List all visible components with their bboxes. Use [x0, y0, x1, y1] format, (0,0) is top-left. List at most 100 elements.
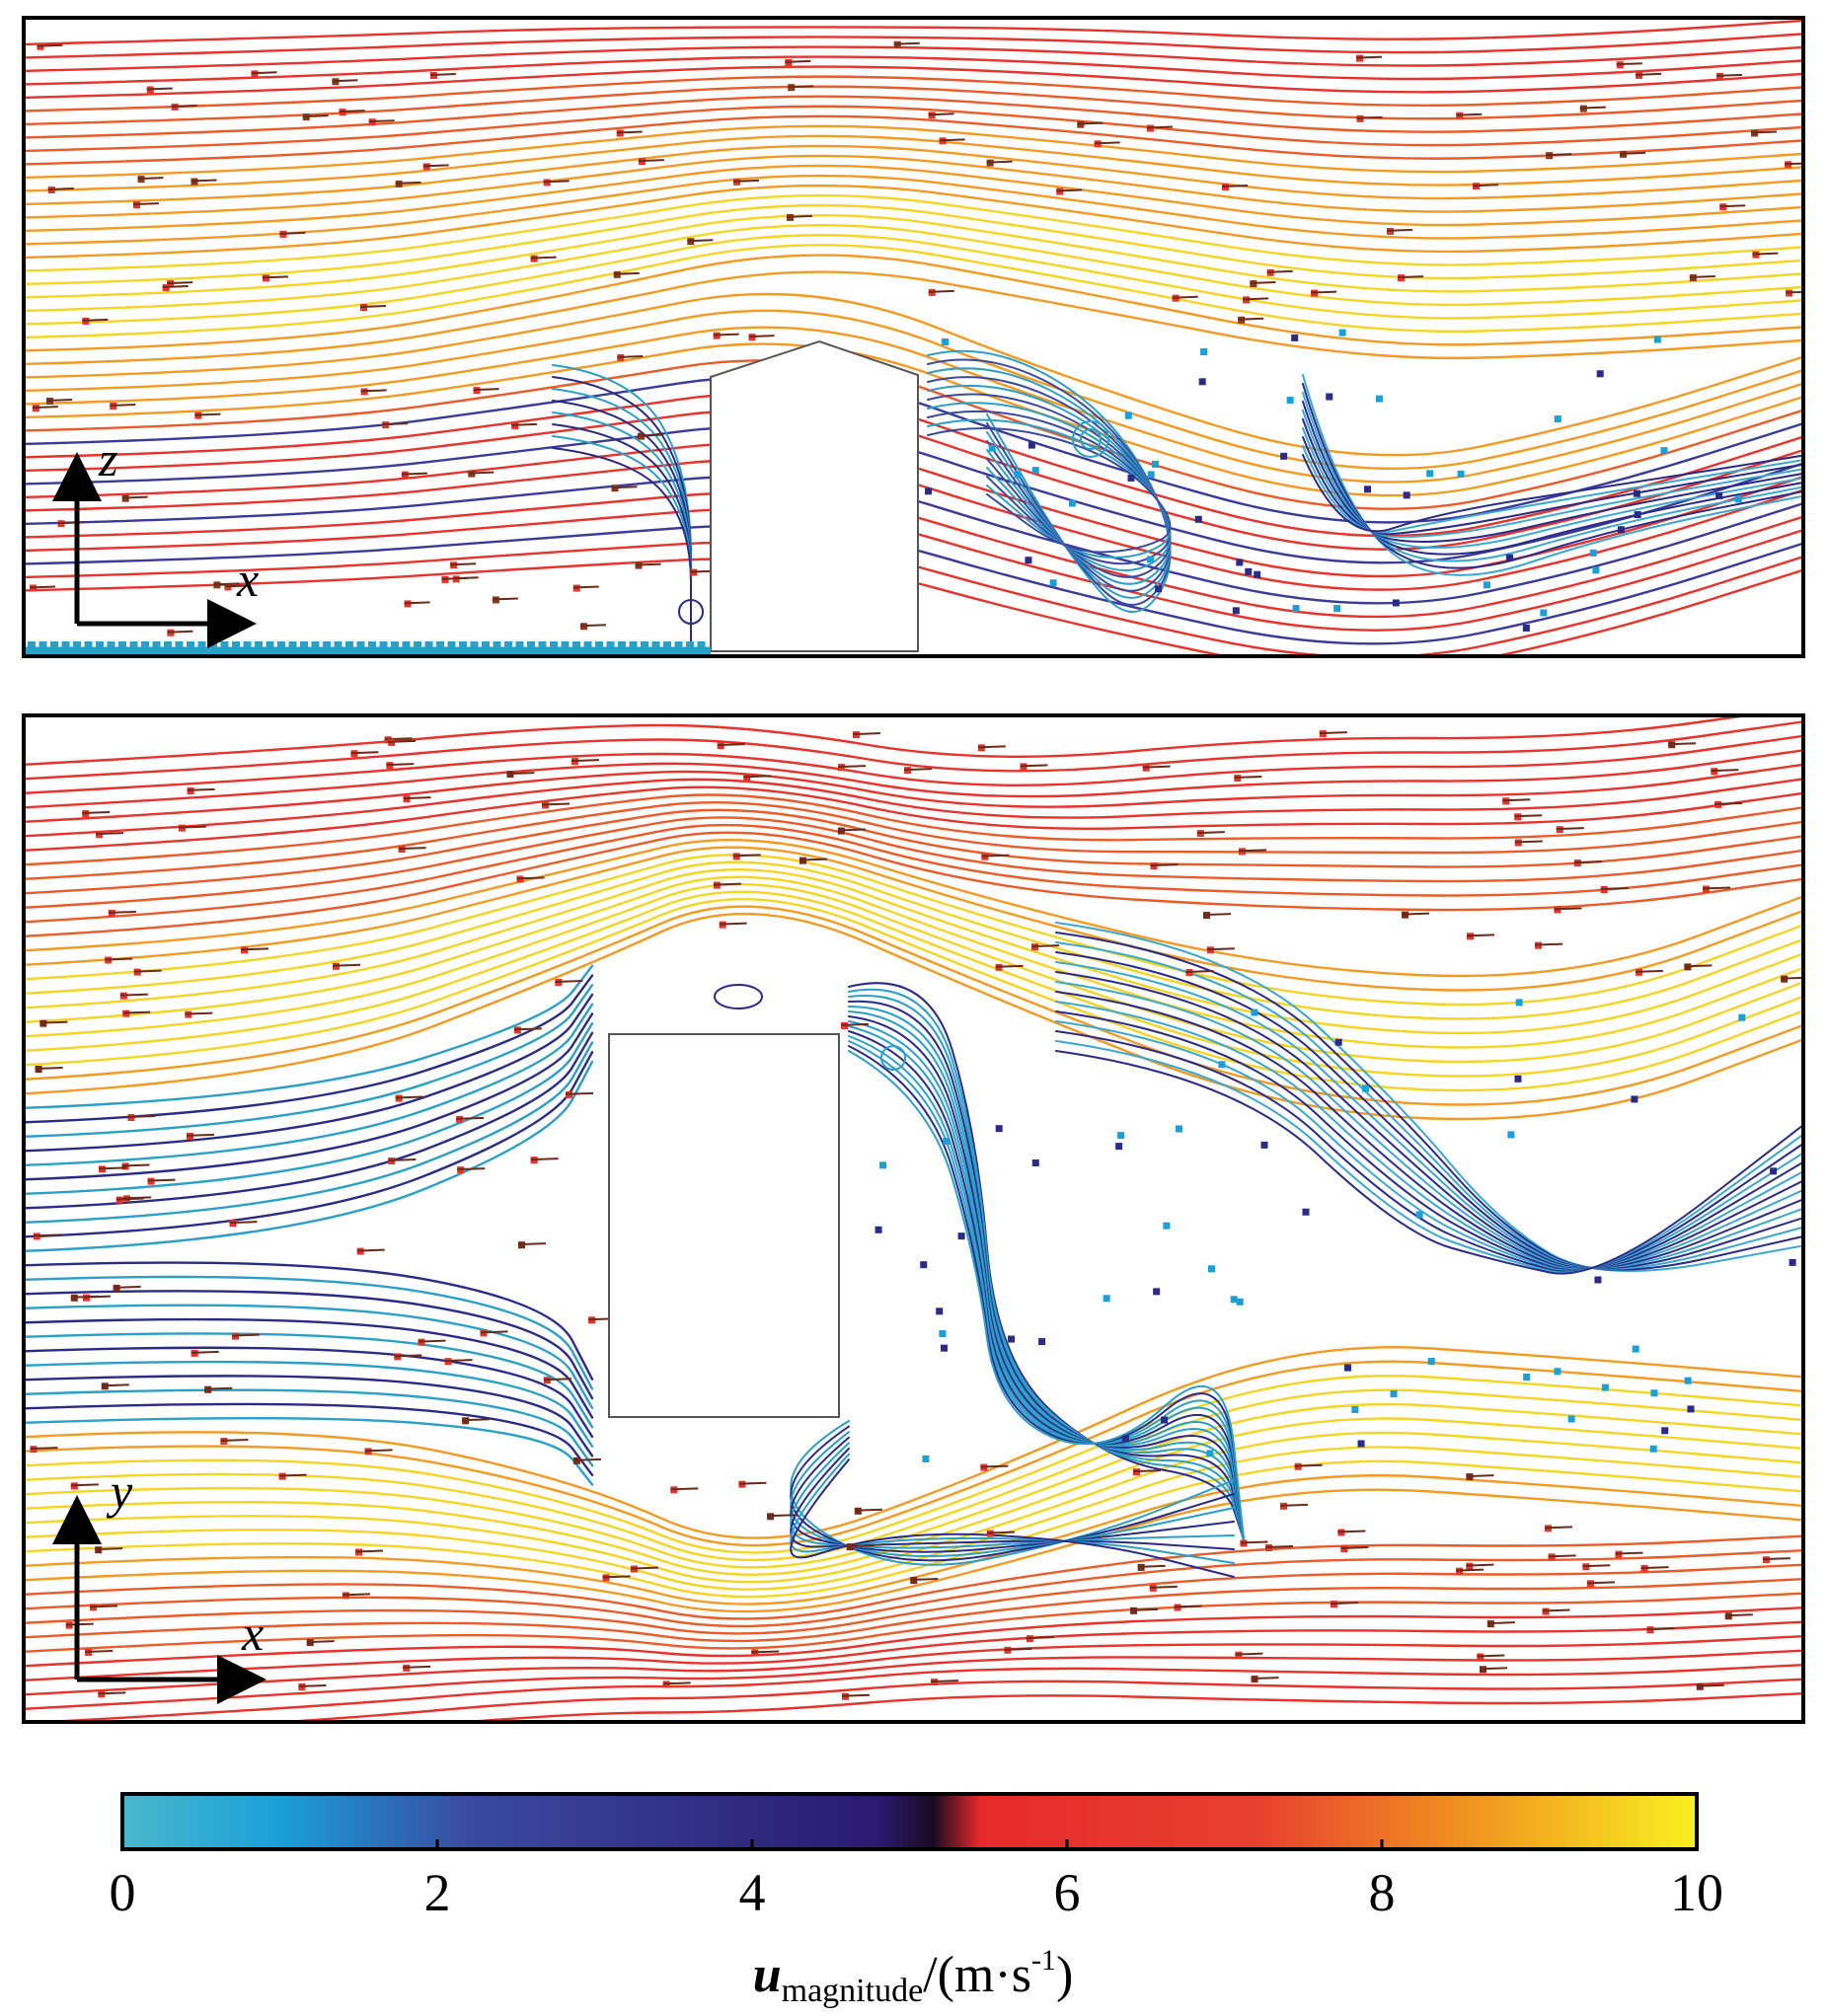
velocity-arrow: [541, 802, 571, 806]
ground-particle-marker: [288, 641, 297, 649]
velocity-arrow: [1094, 141, 1120, 145]
particle-marker: [1068, 499, 1076, 507]
velocity-arrow: [1150, 863, 1179, 867]
velocity-arrow: [1130, 1607, 1159, 1611]
velocity-arrow: [398, 847, 426, 851]
velocity-arrow: [1719, 204, 1746, 208]
velocity-arrow: [360, 389, 387, 393]
velocity-arrow: [1251, 1677, 1279, 1680]
particle-marker: [925, 487, 933, 495]
particle-marker: [1147, 556, 1155, 563]
velocity-arrow: [1762, 1557, 1790, 1561]
vortex-core: [1080, 428, 1102, 450]
velocity-arrow: [852, 732, 880, 736]
top-obstacle: [710, 339, 919, 652]
velocity-arrow: [1716, 73, 1743, 77]
streamline: [552, 447, 692, 642]
ground-particle-marker: [28, 641, 36, 649]
velocity-arrow: [132, 202, 159, 206]
streamline: [24, 1474, 1803, 1605]
velocity-arrow: [364, 1449, 393, 1453]
velocity-arrow: [1752, 252, 1779, 256]
particle-marker: [941, 1344, 949, 1352]
particle-marker: [1567, 1415, 1575, 1423]
velocity-arrow: [105, 957, 133, 961]
velocity-arrow: [837, 828, 866, 832]
streamline: [24, 254, 1803, 352]
velocity-arrow: [240, 947, 269, 951]
velocity-arrow: [1668, 742, 1697, 746]
ground-particle-marker: [504, 641, 512, 649]
streamline: [790, 1458, 1235, 1578]
velocity-arrow: [368, 119, 395, 123]
velocity-arrow: [404, 601, 430, 605]
particle-marker: [1147, 471, 1155, 479]
velocity-arrow: [565, 1091, 594, 1095]
particle-marker: [1650, 1389, 1658, 1397]
streamline: [24, 808, 1803, 895]
streamline: [24, 883, 1803, 1064]
velocity-arrow: [187, 787, 215, 791]
particle-marker: [1361, 1084, 1369, 1092]
colorbar-title-subscript: magnitude: [782, 1973, 924, 2009]
ground-particle-marker: [447, 641, 456, 649]
velocity-arrow: [1785, 162, 1803, 166]
velocity-arrow: [1702, 886, 1731, 890]
particle-marker: [1302, 1208, 1310, 1216]
velocity-arrow: [602, 1575, 631, 1579]
colorbar-tick-label: 10: [1670, 1863, 1723, 1922]
velocity-arrow: [611, 485, 638, 489]
ground-particle-marker: [141, 641, 149, 649]
velocity-arrow: [1600, 887, 1629, 891]
velocity-arrow: [35, 1067, 63, 1071]
velocity-arrow: [1235, 1652, 1263, 1656]
particle-marker: [1117, 1132, 1125, 1140]
streamline: [24, 1548, 1803, 1628]
velocity-arrow: [1311, 290, 1337, 294]
velocity-arrow: [1724, 1613, 1753, 1617]
velocity-arrow: [418, 1339, 446, 1343]
streamline: [24, 905, 1803, 1106]
ground-particle-marker: [651, 641, 660, 649]
velocity-arrow: [185, 1011, 213, 1015]
particle-marker: [1207, 1265, 1215, 1273]
velocity-arrow: [30, 585, 56, 589]
velocity-arrow: [738, 1481, 767, 1485]
velocity-arrow: [785, 59, 811, 63]
streamline: [24, 793, 1803, 866]
ground-particle-marker: [356, 641, 365, 649]
streamline: [24, 1275, 594, 1390]
top-axis-horizontal-label: x: [236, 552, 259, 607]
velocity-arrow: [1466, 1474, 1494, 1478]
particle-marker: [1326, 393, 1333, 401]
particle-marker: [1121, 1435, 1129, 1443]
ground-particle-marker: [470, 641, 479, 649]
velocity-arrow: [1264, 1545, 1294, 1549]
velocity-arrow: [986, 1531, 1015, 1534]
velocity-arrow: [306, 1640, 335, 1644]
velocity-arrow: [1781, 976, 1803, 980]
velocity-arrow: [82, 318, 109, 322]
velocity-arrow: [1149, 1585, 1178, 1589]
velocity-arrow: [1401, 912, 1430, 916]
streamline: [24, 860, 1803, 1020]
streamline: [848, 1050, 1245, 1540]
particle-marker: [1338, 329, 1346, 336]
particle-marker: [1357, 1440, 1365, 1448]
velocity-arrow: [743, 775, 772, 779]
streamline: [1055, 981, 1803, 1270]
velocity-arrow: [1206, 947, 1235, 951]
colorbar-tick-labels: 0 2 4 6 8 10: [110, 1863, 1724, 1922]
velocity-arrow: [1174, 1605, 1202, 1608]
velocity-arrow: [302, 114, 329, 118]
velocity-arrow: [1202, 913, 1232, 917]
particle-marker: [1522, 624, 1530, 632]
particle-marker: [988, 444, 996, 452]
top-axis-indicator: z x: [52, 431, 259, 648]
velocity-arrow: [1586, 1581, 1615, 1585]
particle-marker: [1014, 471, 1022, 479]
streamline: [24, 734, 1803, 794]
particle-marker: [1155, 585, 1163, 593]
streamline: [24, 1375, 594, 1457]
particle-marker: [875, 1226, 882, 1233]
